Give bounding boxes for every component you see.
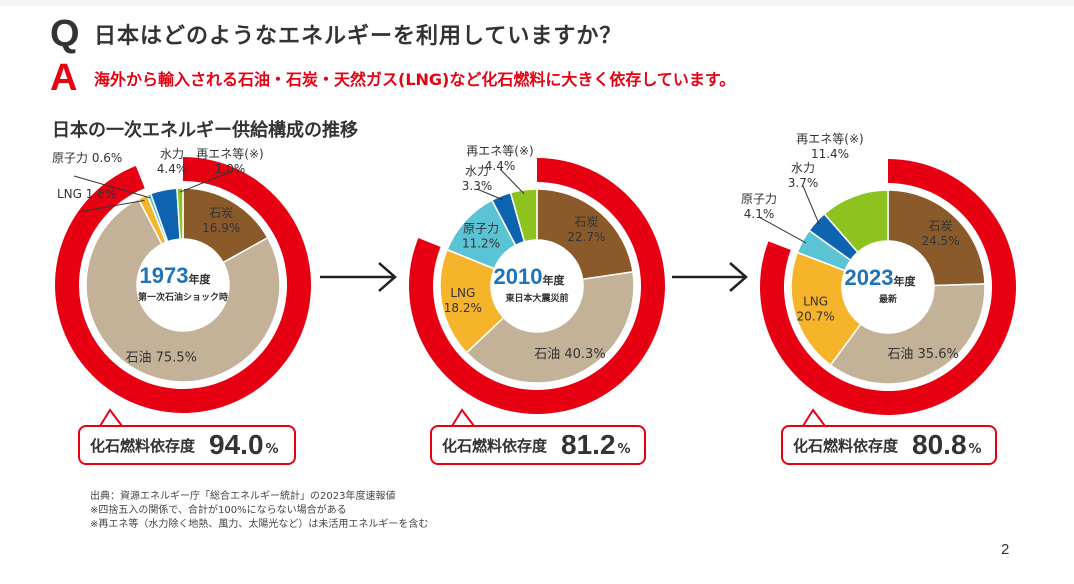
pie-slice — [509, 188, 538, 243]
year-label: 2010年度 — [494, 264, 566, 289]
pie-slice — [829, 283, 986, 385]
renewable-note: ※再エネ等（水力除く地熱、風力、太陽光など）は未活用エネルギーを含む — [90, 519, 429, 530]
arrow-icon — [672, 262, 748, 292]
slice-label: LNG — [803, 294, 828, 308]
slice-label: 石炭 — [209, 206, 233, 220]
slice-label: 再エネ等(※) — [196, 147, 263, 161]
question-letter: Q — [50, 12, 80, 55]
slice-label: 水力 — [465, 164, 489, 178]
slice-value: 3.7% — [788, 176, 819, 190]
rounding-note: ※四捨五入の関係で、合計が100%にならない場合がある — [90, 505, 347, 516]
slice-value: 3.3% — [462, 179, 493, 193]
slice-label: 石油 40.3% — [534, 347, 605, 362]
year-label: 1973年度 — [140, 263, 212, 288]
fossil-dependency-label: 化石燃料依存度 — [793, 436, 899, 455]
callout-pointer — [99, 408, 123, 427]
slice-label: LNG — [450, 286, 475, 300]
leader-line — [179, 171, 231, 193]
pie-slice — [85, 197, 281, 383]
slice-value: 20.7% — [797, 309, 835, 323]
leader-line — [499, 168, 525, 195]
page-number: 2 — [1001, 541, 1010, 558]
arrow-icon — [320, 262, 397, 292]
leader-line — [73, 175, 151, 199]
fossil-dependency-label: 化石燃料依存度 — [442, 436, 548, 455]
slice-label: LNG 1.6% — [57, 187, 116, 201]
pie-slice — [465, 271, 635, 384]
slice-label: 石油 75.5% — [126, 350, 197, 365]
pie-slice — [790, 251, 862, 367]
fossil-dependency-value: 94.0 — [209, 429, 264, 460]
fossil-dependency-box-1973: 化石燃料依存度 94.0 % — [78, 425, 296, 465]
slice-label: 原子力 — [741, 192, 777, 206]
answer-letter: A — [50, 56, 78, 99]
pie-slice — [536, 188, 634, 281]
answer-row: A 海外から輸入される石油・石炭・天然ガス(LNG)など化石燃料に大きく依存して… — [50, 56, 736, 99]
leader-line — [758, 216, 807, 244]
slice-label: 水力 — [160, 147, 184, 161]
leader-line — [78, 199, 145, 213]
slice-value: 16.9% — [202, 221, 240, 235]
fossil-dependency-value: 80.8 — [912, 429, 967, 460]
slice-value: 4.4% — [157, 162, 188, 176]
question-row: Q 日本はどのようなエネルギーを利用していますか？ — [50, 12, 623, 55]
slice-value: 4.1% — [744, 207, 775, 221]
year-label: 2023年度 — [845, 265, 917, 290]
slice-label: 石炭 — [574, 215, 598, 229]
source-notes: 出典：資源エネルギー庁「総合エネルギー統計」の2023年度速報値 ※四捨五入の関… — [90, 490, 428, 532]
pie-slice — [887, 189, 986, 287]
question-text: 日本はどのようなエネルギーを利用していますか？ — [94, 24, 623, 49]
fossil-dependency-unit: % — [265, 441, 279, 457]
leader-line — [476, 188, 503, 201]
slice-label: 石油 35.6% — [887, 347, 958, 362]
era-subtitle: 東日本大震災前 — [505, 292, 568, 304]
slice-label: 再エネ等(※) — [466, 144, 533, 158]
pie-slice — [176, 187, 184, 240]
slice-label: 再エネ等(※) — [796, 132, 863, 146]
slice-value: 18.2% — [444, 301, 482, 315]
slice-value: 11.2% — [462, 236, 500, 250]
slice-value: 1.0% — [215, 162, 246, 176]
section-title: 日本の一次エネルギー供給構成の推移 — [52, 120, 358, 141]
answer-text: 海外から輸入される石油・石炭・天然ガス(LNG)など化石燃料に大きく依存していま… — [94, 70, 736, 89]
slice-label: 石炭 — [929, 219, 953, 233]
fossil-dependency-label: 化石燃料依存度 — [90, 436, 196, 455]
fossil-dependency-box-2010: 化石燃料依存度 81.2 % — [430, 425, 646, 465]
slice-value: 22.7% — [567, 230, 605, 244]
source-note: 出典：資源エネルギー庁「総合エネルギー統計」の2023年度速報値 — [90, 491, 396, 502]
fossil-dependency-unit: % — [968, 441, 982, 457]
fossil-dependency-unit: % — [617, 441, 631, 457]
slice-value: 24.5% — [921, 234, 959, 248]
era-subtitle: 第一次石油ショック時 — [138, 291, 228, 303]
era-subtitle: 最新 — [879, 293, 897, 305]
pie-slice — [823, 189, 889, 254]
callout-pointer — [451, 408, 475, 427]
slice-label: 原子力 0.6% — [52, 151, 122, 165]
top-bar — [0, 0, 1074, 6]
slice-value: 4.4% — [485, 159, 516, 173]
callout-pointer — [802, 408, 826, 427]
slice-value: 11.4% — [811, 147, 849, 161]
fossil-dependency-box-2023: 化石燃料依存度 80.8 % — [781, 425, 997, 465]
fossil-dependency-value: 81.2 — [561, 429, 616, 460]
slice-label: 原子力 — [463, 221, 499, 235]
slice-label: 水力 — [791, 161, 815, 175]
leader-line — [802, 185, 820, 225]
